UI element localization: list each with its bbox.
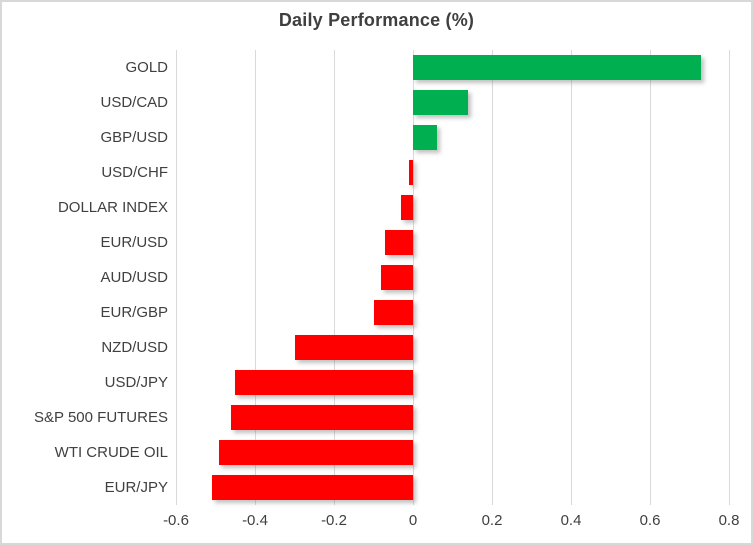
x-axis-tick-label: -0.4	[242, 512, 268, 529]
category-label: EUR/JPY	[104, 479, 168, 496]
category-label: S&P 500 FUTURES	[34, 409, 168, 426]
bar-eur-gbp	[373, 300, 413, 325]
x-axis-tick-label: 0	[408, 512, 418, 529]
chart-title: Daily Performance (%)	[278, 10, 475, 30]
bar-eur-jpy	[211, 475, 413, 500]
gridline	[412, 50, 414, 505]
bar-gold	[413, 55, 702, 80]
bar-usd-jpy	[235, 370, 413, 395]
category-label: EUR/USD	[100, 234, 168, 251]
x-axis-tick-label: 0.2	[481, 512, 503, 529]
gridline	[649, 50, 651, 505]
gridline	[491, 50, 493, 505]
x-axis-tick-label: 0.6	[639, 512, 661, 529]
gridline	[333, 50, 335, 505]
category-label: GOLD	[125, 59, 168, 76]
bar-usd-chf	[409, 160, 413, 185]
category-label: USD/CAD	[100, 94, 168, 111]
category-label: USD/JPY	[104, 374, 168, 391]
category-label: USD/CHF	[101, 164, 168, 181]
x-axis-tick-label: -0.6	[163, 512, 189, 529]
bar-eur-usd	[385, 230, 413, 255]
category-label: WTI CRUDE OIL	[54, 444, 168, 461]
bar-gbp-usd	[413, 125, 437, 150]
bar-wti-crude-oil	[219, 440, 413, 465]
category-label: AUD/USD	[100, 269, 168, 286]
category-label: GBP/USD	[100, 129, 168, 146]
x-axis-tick-label: 0.4	[560, 512, 582, 529]
category-label: NZD/USD	[101, 339, 168, 356]
bar-dollar-index	[401, 195, 413, 220]
gridline	[570, 50, 572, 505]
category-label: DOLLAR INDEX	[57, 199, 168, 216]
x-axis-tick-label: 0.8	[718, 512, 740, 529]
bar-aud-usd	[381, 265, 413, 290]
bar-nzd-usd	[294, 335, 413, 360]
gridline	[254, 50, 256, 505]
category-label: EUR/GBP	[100, 304, 168, 321]
gridline	[728, 50, 730, 505]
bar-s-p-500-futures	[231, 405, 413, 430]
gridline	[175, 50, 177, 505]
x-axis-tick-label: -0.2	[321, 512, 347, 529]
bar-usd-cad	[413, 90, 469, 115]
